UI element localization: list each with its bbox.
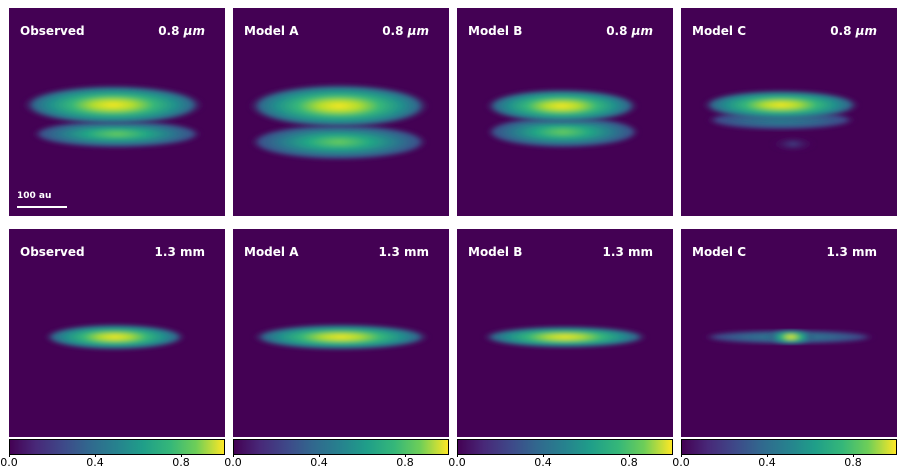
colorbar-tick: 0.0: [672, 456, 690, 469]
panel-observed-mm: Observed 1.3 mm: [9, 229, 225, 437]
colorbar-tick: 0.0: [0, 456, 18, 469]
wavelength-label: 1.3 mm: [826, 245, 877, 259]
panel-observed-optical: Observed 0.8 μm 100 au: [9, 8, 225, 216]
panel-label: Model A: [244, 24, 299, 38]
panel-label: Model B: [468, 24, 523, 38]
wavelength-label: 0.8 μm: [606, 24, 653, 38]
wavelength-label: 0.8 μm: [830, 24, 877, 38]
disk-image: [43, 324, 187, 350]
colorbar-tick: 0.8: [844, 456, 862, 469]
disk-image: [481, 326, 649, 348]
panel-label: Observed: [20, 24, 85, 38]
wavelength-label: 1.3 mm: [154, 245, 205, 259]
colorbar: [681, 439, 897, 455]
wavelength-label: 0.8 μm: [158, 24, 205, 38]
disk-image: [21, 85, 205, 148]
colorbar-tick: 0.8: [172, 456, 190, 469]
disk-image: [251, 324, 431, 350]
wavelength-label: 1.3 mm: [602, 245, 653, 259]
panel-model-c-mm: Model C 1.3 mm: [681, 229, 897, 437]
disk-image: [484, 89, 641, 148]
panel-label: Model B: [468, 245, 523, 259]
colorbar: [233, 439, 449, 455]
panel-label: Model C: [692, 245, 747, 259]
disk-image: [701, 330, 877, 344]
colorbar-tick: 0.4: [86, 456, 104, 469]
panel-model-c-optical: Model C 0.8 μm: [681, 8, 897, 216]
colorbar-tick: 0.0: [448, 456, 466, 469]
scale-bar: 100 au: [17, 191, 67, 208]
scale-bar-label: 100 au: [17, 191, 52, 201]
colorbar-tick: 0.4: [310, 456, 328, 469]
panel-model-a-mm: Model A 1.3 mm: [233, 229, 449, 437]
panel-label: Observed: [20, 245, 85, 259]
colorbar: [9, 439, 225, 455]
scale-bar-line: [17, 206, 67, 208]
panel-label: Model A: [244, 245, 299, 259]
colorbar-tick: 0.8: [620, 456, 638, 469]
colorbar: [457, 439, 673, 455]
panel-label: Model C: [692, 24, 747, 38]
wavelength-label: 0.8 μm: [382, 24, 429, 38]
panel-model-a-optical: Model A 0.8 μm: [233, 8, 449, 216]
disk-image: [247, 84, 431, 160]
wavelength-label: 1.3 mm: [378, 245, 429, 259]
colorbar-tick: 0.4: [534, 456, 552, 469]
panel-model-b-optical: Model B 0.8 μm: [457, 8, 673, 216]
colorbar-tick: 0.4: [758, 456, 776, 469]
panel-model-b-mm: Model B 1.3 mm: [457, 229, 673, 437]
colorbar-tick: 0.0: [224, 456, 242, 469]
disk-image: [701, 90, 861, 152]
colorbar-tick: 0.8: [396, 456, 414, 469]
